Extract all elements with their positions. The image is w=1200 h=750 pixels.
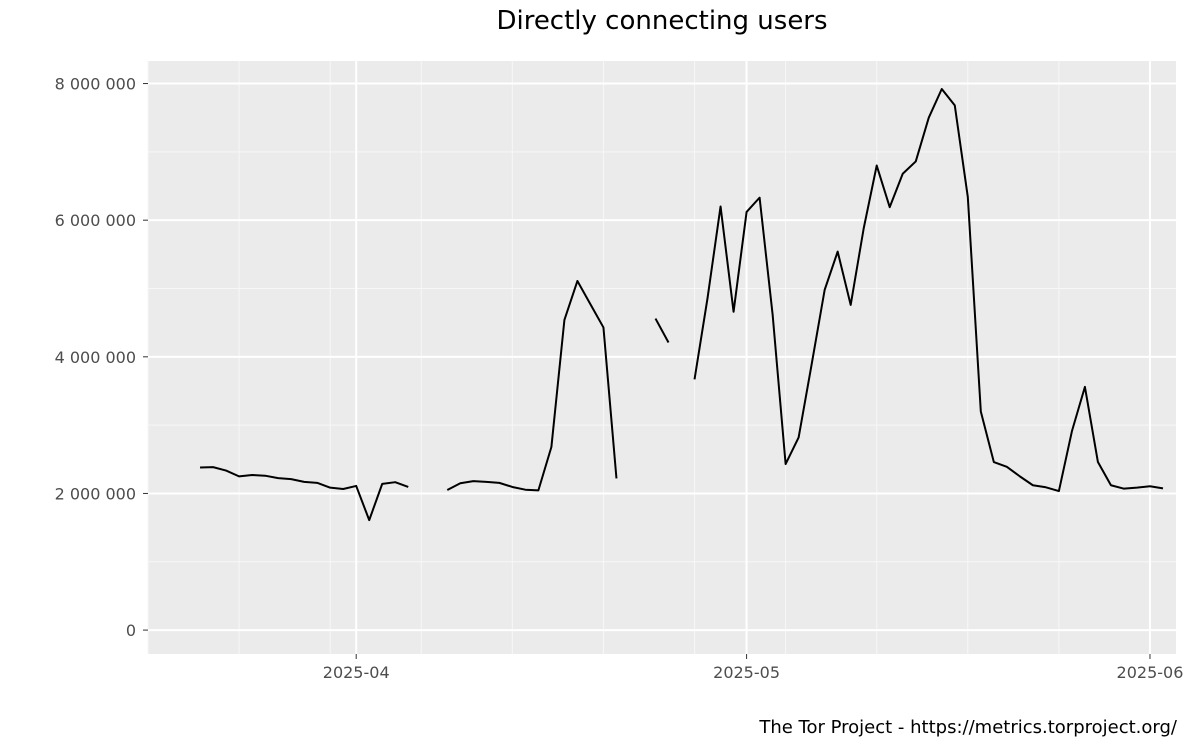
series-line-segment [446,279,618,492]
series-layer [200,88,1164,522]
chart-title: Directly connecting users [496,6,828,36]
y-tick-label: 8 000 000 [55,75,136,94]
series-line-segment [200,466,409,522]
x-tick-label: 2025-05 [713,663,780,682]
series-line-segment [654,318,670,343]
y-tick-label: 2 000 000 [55,484,136,503]
series-line-segment [693,88,1164,493]
x-tick-label: 2025-06 [1117,663,1184,682]
y-axis: 0 2 000 000 4 000 000 6 000 000 8 000 000 [55,75,148,640]
y-tick-label: 6 000 000 [55,211,136,230]
y-tick-label: 4 000 000 [55,348,136,367]
y-tick-label: 0 [126,621,136,640]
chart-caption: The Tor Project - https://metrics.torpro… [759,717,1177,738]
x-axis: 2025-04 2025-05 2025-06 [323,654,1184,682]
x-tick-label: 2025-04 [323,663,390,682]
major-gridlines [148,61,1176,654]
